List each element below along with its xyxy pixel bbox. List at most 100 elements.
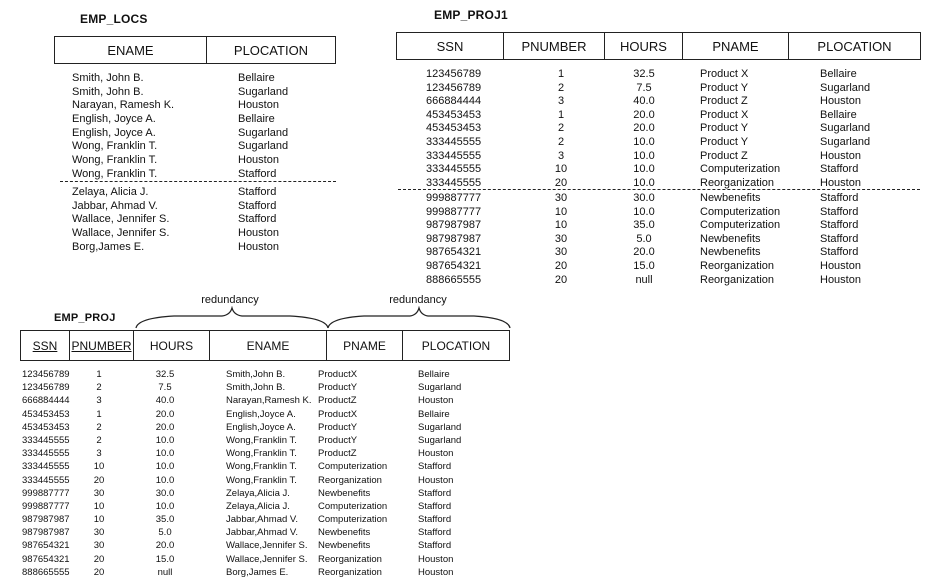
hours-cell: 5.0: [158, 527, 172, 539]
emp-locs-title: EMP_LOCS: [80, 12, 148, 26]
ename-cell: Zelaya,Alicia J.: [226, 500, 290, 512]
plocation-cell: Stafford: [418, 461, 452, 473]
pname-cell: Newbenefits: [700, 192, 761, 204]
hours-cell: 10.0: [633, 163, 655, 176]
table-row: Smith, John B. Sugarland: [72, 86, 338, 100]
pnumber-cell: 2: [96, 382, 102, 394]
table-row: 333445555 20 10.0 Reorganization Houston: [426, 177, 916, 191]
ename-cell: Zelaya,Alicia J.: [226, 487, 290, 499]
emp-proj-header: SSN PNUMBER HOURS ENAME PNAME PLOCATION: [20, 330, 510, 361]
table-row: 453453453 1 20.0 Product X Bellaire: [426, 109, 916, 123]
plocation-cell: Sugarland: [238, 126, 289, 139]
hours-cell: 10.0: [155, 434, 175, 446]
pname-cell: Product X: [700, 108, 749, 121]
ssn-cell: 987987987: [22, 514, 70, 526]
pname-cell: Computerization: [700, 219, 781, 232]
hours-cell: 20.0: [155, 421, 175, 433]
emp-locs-rows-top: Smith, John B. Bellaire Smith, John B. Suga…: [72, 72, 338, 182]
ssn-cell: 999887777: [426, 205, 482, 218]
table-row: 123456789 2 7.5 Smith,John B. ProductY Sugarl…: [22, 381, 498, 394]
ename-cell: English,Joyce A.: [226, 421, 296, 433]
emp-proj1-divider: [398, 189, 920, 190]
pnumber-cell: 2: [96, 421, 102, 433]
ename-cell: Wong, Franklin T.: [72, 167, 158, 180]
ename-cell: English, Joyce A.: [72, 126, 156, 139]
hours-cell: 10.0: [155, 474, 175, 486]
redundancy-label-1: redundancy: [201, 294, 259, 306]
ssn-cell: 888665555: [426, 273, 482, 286]
plocation-cell: Stafford: [418, 527, 452, 539]
table-row: 987654321 20 15.0 Reorganization Houston: [426, 260, 916, 274]
hours-cell: 10.0: [155, 448, 175, 460]
hours-cell: 10.0: [633, 205, 655, 218]
hours-cell: 40.0: [155, 395, 175, 407]
table-row: 999887777 30 30.0 Newbenefits Stafford: [426, 192, 916, 206]
table-row: 999887777 10 10.0 Zelaya,Alicia J. Computeri…: [22, 500, 498, 513]
pname-cell: Computerization: [318, 500, 388, 512]
ssn-cell: 333445555: [22, 461, 70, 473]
table-row: 333445555 20 10.0 Wong,Franklin T. Reorganiz…: [22, 474, 498, 487]
plocation-cell: Houston: [238, 154, 279, 167]
ssn-cell: 666884444: [22, 395, 70, 407]
plocation-cell: Houston: [418, 395, 454, 407]
plocation-cell: Stafford: [418, 487, 452, 499]
pnumber-cell: 2: [557, 122, 565, 135]
table-row: 123456789 1 32.5 Product X Bellaire: [426, 68, 916, 82]
plocation-cell: Bellaire: [238, 113, 275, 126]
pnumber-cell: 10: [93, 461, 105, 473]
ename-cell: Wong,Franklin T.: [226, 448, 297, 460]
ename-cell: Jabbar,Ahmad V.: [226, 527, 299, 539]
ename-cell: Smith, John B.: [72, 85, 144, 98]
emp-locs-divider: [60, 181, 336, 182]
pname-cell: Newbenefits: [318, 487, 371, 499]
table-row: 999887777 30 30.0 Zelaya,Alicia J. Newbenefi…: [22, 487, 498, 500]
ssn-cell: 453453453: [22, 408, 70, 420]
ename-cell: Wong,Franklin T.: [226, 474, 297, 486]
emp-proj-col-plocation: PLOCATION: [421, 338, 491, 353]
table-row: Borg,James E. Houston: [72, 241, 338, 255]
plocation-cell: Sugarland: [820, 135, 871, 148]
pnumber-cell: 1: [557, 68, 565, 80]
pnumber-cell: 3: [96, 395, 102, 407]
ssn-cell: 333445555: [426, 176, 482, 189]
plocation-cell: Houston: [820, 95, 861, 108]
pname-cell: Newbenefits: [318, 540, 371, 552]
table-row: 333445555 3 10.0 Wong,Franklin T. ProductZ Ho…: [22, 447, 498, 460]
ssn-cell: 453453453: [22, 421, 70, 433]
pnumber-cell: 20: [93, 474, 105, 486]
pnumber-cell: 10: [93, 514, 105, 526]
hours-cell: 7.5: [636, 81, 652, 94]
pname-cell: ProductZ: [318, 395, 357, 407]
emp-proj-rows: 123456789 1 32.5 Smith,John B. ProductX Bella…: [22, 368, 498, 579]
ssn-cell: 987654321: [22, 540, 70, 552]
hours-cell: 20.0: [633, 246, 655, 259]
hours-cell: 32.5: [633, 68, 655, 80]
plocation-cell: Stafford: [820, 219, 859, 232]
ename-cell: Wong,Franklin T.: [226, 434, 297, 446]
emp-locs-col-ename: ENAME: [55, 37, 207, 63]
emp-proj1-col-pname: PNAME: [683, 33, 789, 59]
hours-cell: 20.0: [633, 108, 655, 121]
table-row: Wong, Franklin T. Sugarland: [72, 140, 338, 154]
pname-cell: Reorganization: [318, 553, 382, 565]
pname-cell: Newbenefits: [318, 527, 371, 539]
pname-cell: ProductY: [318, 421, 358, 433]
hours-cell: 35.0: [633, 219, 655, 232]
pnumber-cell: 3: [557, 95, 565, 108]
ssn-cell: 666884444: [426, 95, 482, 108]
pnumber-cell: 20: [554, 273, 568, 286]
hours-cell: 7.5: [158, 382, 172, 394]
pnumber-cell: 2: [96, 434, 102, 446]
pname-cell: Product Y: [700, 135, 749, 148]
hours-cell: 10.0: [155, 461, 175, 473]
plocation-cell: Stafford: [820, 246, 859, 259]
hours-cell: 30.0: [155, 487, 175, 499]
ssn-cell: 333445555: [426, 149, 482, 162]
emp-proj1-col-ssn: SSN: [397, 33, 504, 59]
table-row: Narayan, Ramesh K. Houston: [72, 99, 338, 113]
pname-cell: Reorganization: [318, 474, 382, 486]
pname-cell: Reorganization: [700, 259, 774, 272]
table-row: 888665555 20 null Reorganization Houston: [426, 274, 916, 288]
hours-cell: 10.0: [633, 135, 655, 148]
ename-cell: Wong, Franklin T.: [72, 154, 158, 167]
